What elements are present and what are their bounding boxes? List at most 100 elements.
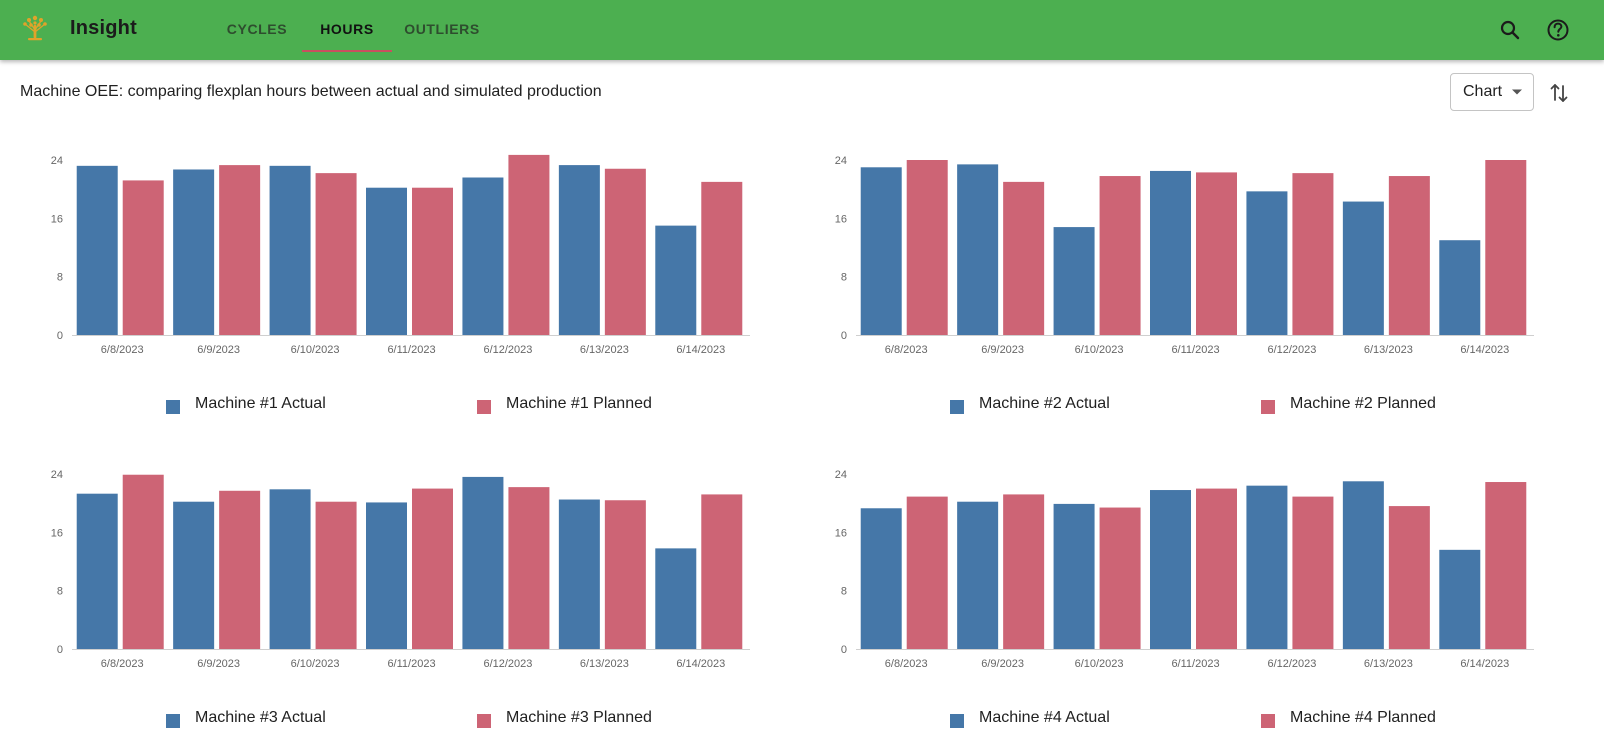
legend-label: Machine #3 Planned xyxy=(506,709,652,727)
x-tick-label: 6/9/2023 xyxy=(197,344,240,356)
x-tick-label: 6/8/2023 xyxy=(885,658,928,670)
page-subtitle: Machine OEE: comparing flexplan hours be… xyxy=(20,83,602,101)
planned-bar-6-13-2023[interactable] xyxy=(605,169,646,335)
y-tick-label: 16 xyxy=(835,527,847,539)
view-type-select[interactable]: Chart xyxy=(1450,73,1534,111)
y-tick-label: 16 xyxy=(835,213,847,225)
actual-bar-6-9-2023[interactable] xyxy=(957,502,998,649)
y-tick-label: 0 xyxy=(841,330,847,342)
swap-vertical-icon[interactable] xyxy=(1545,79,1573,107)
actual-bar-6-13-2023[interactable] xyxy=(1343,481,1384,649)
x-tick-label: 6/10/2023 xyxy=(1075,344,1124,356)
planned-bar-6-11-2023[interactable] xyxy=(1196,172,1237,335)
app-title: Insight xyxy=(70,17,137,40)
y-tick-label: 8 xyxy=(841,272,847,284)
planned-bar-6-8-2023[interactable] xyxy=(907,160,948,335)
tab-cycles[interactable]: CYCLES xyxy=(216,0,298,58)
x-tick-label: 6/10/2023 xyxy=(291,344,340,356)
actual-bar-6-11-2023[interactable] xyxy=(1150,490,1191,649)
actual-bar-6-8-2023[interactable] xyxy=(861,167,902,335)
actual-bar-6-10-2023[interactable] xyxy=(1054,504,1095,649)
legend-swatch xyxy=(477,400,491,414)
actual-bar-6-14-2023[interactable] xyxy=(1439,240,1480,335)
legend-swatch xyxy=(477,714,491,728)
planned-bar-6-11-2023[interactable] xyxy=(1196,489,1237,649)
actual-bar-6-14-2023[interactable] xyxy=(1439,550,1480,649)
planned-bar-6-10-2023[interactable] xyxy=(316,502,357,649)
planned-bar-6-8-2023[interactable] xyxy=(907,497,948,649)
y-tick-label: 0 xyxy=(57,644,63,656)
actual-bar-6-9-2023[interactable] xyxy=(173,169,214,335)
actual-bar-6-13-2023[interactable] xyxy=(559,165,600,335)
planned-bar-6-10-2023[interactable] xyxy=(316,173,357,335)
x-tick-label: 6/8/2023 xyxy=(101,658,144,670)
actual-bar-6-11-2023[interactable] xyxy=(366,502,407,649)
y-tick-label: 8 xyxy=(57,586,63,598)
bar-chart-svg: 0 8 16 24 6/8/2023 6/9/2023 6/10/2023 6/11/2023… xyxy=(784,130,1574,370)
planned-bar-6-12-2023[interactable] xyxy=(1292,497,1333,649)
x-tick-label: 6/13/2023 xyxy=(580,658,629,670)
planned-bar-6-9-2023[interactable] xyxy=(1003,182,1044,335)
legend-swatch xyxy=(166,714,180,728)
planned-bar-6-10-2023[interactable] xyxy=(1100,176,1141,335)
actual-bar-6-8-2023[interactable] xyxy=(861,508,902,649)
y-tick-label: 24 xyxy=(835,155,847,167)
actual-bar-6-13-2023[interactable] xyxy=(1343,202,1384,335)
actual-bar-6-8-2023[interactable] xyxy=(77,494,118,649)
x-tick-label: 6/9/2023 xyxy=(981,658,1024,670)
actual-bar-6-10-2023[interactable] xyxy=(270,166,311,335)
x-tick-label: 6/14/2023 xyxy=(1460,658,1509,670)
planned-bar-6-14-2023[interactable] xyxy=(1485,160,1526,335)
actual-bar-6-11-2023[interactable] xyxy=(366,188,407,335)
search-icon[interactable] xyxy=(1494,14,1526,46)
tab-outliers[interactable]: OUTLIERS xyxy=(396,0,488,58)
x-tick-label: 6/10/2023 xyxy=(291,658,340,670)
planned-bar-6-11-2023[interactable] xyxy=(412,188,453,335)
planned-bar-6-12-2023[interactable] xyxy=(508,155,549,335)
legend-label: Machine #1 Actual xyxy=(195,395,326,413)
y-tick-label: 0 xyxy=(57,330,63,342)
legend-label: Machine #4 Planned xyxy=(1290,709,1436,727)
actual-bar-6-13-2023[interactable] xyxy=(559,500,600,649)
planned-bar-6-13-2023[interactable] xyxy=(1389,506,1430,649)
actual-bar-6-12-2023[interactable] xyxy=(1246,191,1287,335)
planned-bar-6-9-2023[interactable] xyxy=(219,491,260,649)
actual-bar-6-9-2023[interactable] xyxy=(173,502,214,649)
y-tick-label: 16 xyxy=(51,527,63,539)
x-tick-label: 6/10/2023 xyxy=(1075,658,1124,670)
actual-bar-6-9-2023[interactable] xyxy=(957,164,998,335)
x-tick-label: 6/11/2023 xyxy=(1171,344,1219,356)
planned-bar-6-13-2023[interactable] xyxy=(605,500,646,649)
x-tick-label: 6/11/2023 xyxy=(387,658,435,670)
planned-bar-6-12-2023[interactable] xyxy=(508,487,549,649)
planned-bar-6-14-2023[interactable] xyxy=(701,182,742,335)
actual-bar-6-12-2023[interactable] xyxy=(462,477,503,649)
planned-bar-6-14-2023[interactable] xyxy=(1485,482,1526,649)
x-tick-label: 6/12/2023 xyxy=(483,344,532,356)
planned-bar-6-8-2023[interactable] xyxy=(123,475,164,649)
planned-bar-6-8-2023[interactable] xyxy=(123,180,164,335)
planned-bar-6-9-2023[interactable] xyxy=(219,165,260,335)
planned-bar-6-11-2023[interactable] xyxy=(412,489,453,649)
legend-swatch xyxy=(950,714,964,728)
actual-bar-6-12-2023[interactable] xyxy=(462,178,503,336)
planned-bar-6-12-2023[interactable] xyxy=(1292,173,1333,335)
legend-label: Machine #2 Planned xyxy=(1290,395,1436,413)
planned-bar-6-10-2023[interactable] xyxy=(1100,508,1141,649)
planned-bar-6-14-2023[interactable] xyxy=(701,494,742,649)
actual-bar-6-10-2023[interactable] xyxy=(270,489,311,649)
actual-bar-6-11-2023[interactable] xyxy=(1150,171,1191,335)
x-tick-label: 6/11/2023 xyxy=(387,344,435,356)
bar-chart-svg: 0 8 16 24 6/8/2023 6/9/2023 6/10/2023 6/11/2023… xyxy=(0,444,790,684)
actual-bar-6-14-2023[interactable] xyxy=(655,548,696,649)
x-tick-label: 6/8/2023 xyxy=(885,344,928,356)
actual-bar-6-8-2023[interactable] xyxy=(77,166,118,335)
x-tick-label: 6/14/2023 xyxy=(1460,344,1509,356)
planned-bar-6-9-2023[interactable] xyxy=(1003,494,1044,649)
actual-bar-6-12-2023[interactable] xyxy=(1246,486,1287,649)
actual-bar-6-14-2023[interactable] xyxy=(655,226,696,335)
legend-swatch xyxy=(1261,714,1275,728)
actual-bar-6-10-2023[interactable] xyxy=(1054,227,1095,335)
planned-bar-6-13-2023[interactable] xyxy=(1389,176,1430,335)
help-icon[interactable] xyxy=(1542,14,1574,46)
